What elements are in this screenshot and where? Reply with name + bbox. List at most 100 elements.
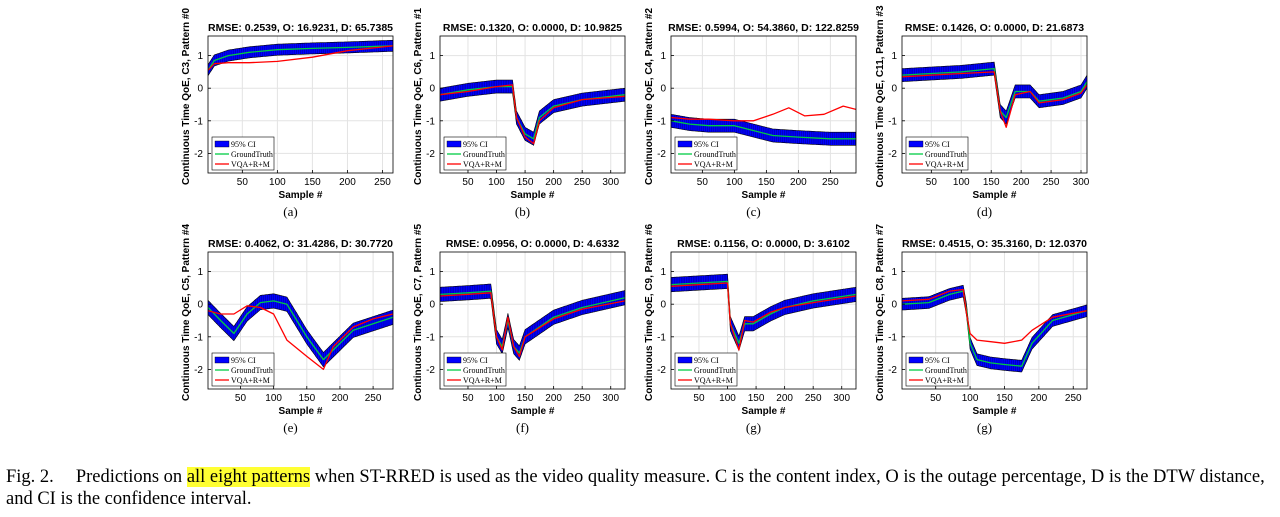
y-tick-label: 0 (891, 84, 897, 95)
prediction-line (671, 105, 856, 122)
subplot-title: RMSE: 0.2539, O: 16.9231, D: 65.7385 (208, 22, 393, 34)
prediction-line (208, 305, 393, 371)
y-axis-label: Continuous Time QoE, C6, Pattern #1 (413, 8, 424, 186)
y-tick-label: -2 (888, 149, 897, 160)
x-tick-label: 100 (726, 177, 743, 188)
axes-box (901, 251, 1088, 390)
legend-entry: 95% CI (231, 140, 256, 149)
ground-truth-line (208, 45, 393, 71)
x-axis-label: Sample # (511, 406, 555, 417)
ci-band-group (208, 39, 393, 77)
axes-box (901, 35, 1088, 174)
legend-entry: VQA+R+M (694, 160, 733, 169)
ground-truth-line (671, 120, 856, 140)
y-tick-label: 0 (660, 84, 666, 95)
ground-truth-line (902, 290, 1087, 367)
y-tick-label: -2 (888, 365, 897, 376)
subplot-title: RMSE: 0.4515, O: 35.3160, D: 12.0370 (902, 238, 1087, 250)
legend-ci-swatch (214, 140, 230, 148)
subplot-title: RMSE: 0.4062, O: 31.4286, D: 30.7720 (208, 238, 393, 250)
ci-band (902, 284, 1087, 373)
caption-text-before: Predictions on (75, 467, 187, 487)
prediction-line (902, 71, 1087, 128)
x-axis-label: Sample # (279, 406, 323, 417)
x-tick-label: 100 (488, 393, 505, 404)
ci-band-group (440, 283, 625, 361)
x-tick-label: 200 (339, 177, 356, 188)
caption-label: Fig. 2. (6, 467, 54, 487)
y-tick-label: -2 (194, 149, 203, 160)
x-tick-label: 150 (298, 393, 315, 404)
x-tick-label: 200 (545, 177, 562, 188)
legend-entry: 95% CI (925, 140, 950, 149)
legend-entry: GroundTruth (694, 150, 736, 159)
caption-text-after: when ST-RRED is used as the video qualit… (6, 467, 1265, 509)
subplot-4: 50 100 150 200 250 -2 -1 0 1 RMSE: 0.4062, O: 31.… (181, 224, 394, 435)
y-tick-label: -1 (657, 332, 666, 343)
legend-ci-swatch (908, 356, 924, 364)
x-tick-label: 50 (462, 177, 474, 188)
subplot-2: 50 100 150 200 250 -2 -1 0 1 RMSE: 0.5994, O: 54.… (644, 8, 859, 219)
legend-entry: GroundTruth (231, 150, 273, 159)
prediction-line (671, 282, 856, 351)
x-tick-label: 250 (374, 177, 391, 188)
ground-truth-line (208, 300, 393, 361)
x-tick-label: 200 (545, 393, 562, 404)
legend-entry: GroundTruth (925, 150, 967, 159)
y-tick-label: 0 (429, 84, 435, 95)
legend-entry: 95% CI (925, 356, 950, 365)
ci-band-group (902, 284, 1087, 373)
subplot-5: 50 100 150 200 250 300 -2 -1 0 1 RMSE: 0.0956, O: … (413, 224, 626, 435)
x-tick-label: 150 (517, 177, 534, 188)
prediction-line (440, 292, 625, 358)
x-tick-label: 50 (237, 177, 249, 188)
y-axis-label: Continuous Time QoE, C8, Pattern #7 (875, 224, 886, 402)
y-tick-label: 1 (197, 267, 203, 278)
x-tick-label: 300 (602, 177, 619, 188)
x-tick-label: 50 (926, 177, 938, 188)
y-tick-label: 1 (429, 51, 435, 62)
subfigure-label: (f) (516, 420, 529, 435)
y-tick-label: -1 (657, 116, 666, 127)
ground-truth-line (902, 67, 1087, 119)
x-tick-label: 50 (693, 393, 705, 404)
x-tick-label: 250 (574, 177, 591, 188)
x-tick-label: 50 (930, 393, 942, 404)
ci-band (902, 61, 1087, 125)
y-tick-label: 1 (891, 267, 897, 278)
legend-entry: GroundTruth (463, 366, 505, 375)
ci-band-group (671, 273, 856, 352)
subplot-title: RMSE: 0.0956, O: 0.0000, D: 4.6332 (446, 238, 620, 250)
x-tick-label: 300 (602, 393, 619, 404)
legend-entry: VQA+R+M (231, 376, 270, 385)
legend-ci-swatch (446, 140, 462, 148)
x-tick-label: 100 (265, 393, 282, 404)
prediction-line (902, 288, 1087, 344)
y-tick-label: -1 (888, 332, 897, 343)
y-tick-label: 1 (660, 267, 666, 278)
x-tick-label: 250 (805, 393, 822, 404)
subplot-title: RMSE: 0.5994, O: 54.3860, D: 122.8259 (668, 22, 859, 34)
axes-box (207, 35, 394, 174)
subplot-1: 50 100 150 200 250 300 -2 -1 0 1 RMSE: 0.1320, O: … (413, 8, 626, 219)
x-tick-label: 150 (748, 393, 765, 404)
legend-entry: 95% CI (463, 140, 488, 149)
y-tick-label: -2 (657, 149, 666, 160)
subfigure-label: (c) (746, 204, 760, 219)
x-axis-label: Sample # (973, 190, 1017, 201)
x-axis-label: Sample # (511, 190, 555, 201)
subplot-6: 50 100 150 200 250 300 -2 -1 0 1 RMSE: 0.1156, O: … (644, 224, 857, 435)
subplot-title: RMSE: 0.1426, O: 0.0000, D: 21.6873 (905, 22, 1084, 34)
y-tick-label: 1 (891, 51, 897, 62)
x-tick-label: 100 (962, 393, 979, 404)
x-tick-label: 150 (983, 177, 1000, 188)
x-tick-label: 250 (365, 393, 382, 404)
axes-box (207, 251, 394, 390)
prediction-line (208, 45, 393, 71)
axes-box (439, 35, 626, 174)
y-tick-label: 1 (197, 51, 203, 62)
x-axis-label: Sample # (742, 406, 786, 417)
prediction-line (440, 84, 625, 145)
y-tick-label: -1 (194, 332, 203, 343)
